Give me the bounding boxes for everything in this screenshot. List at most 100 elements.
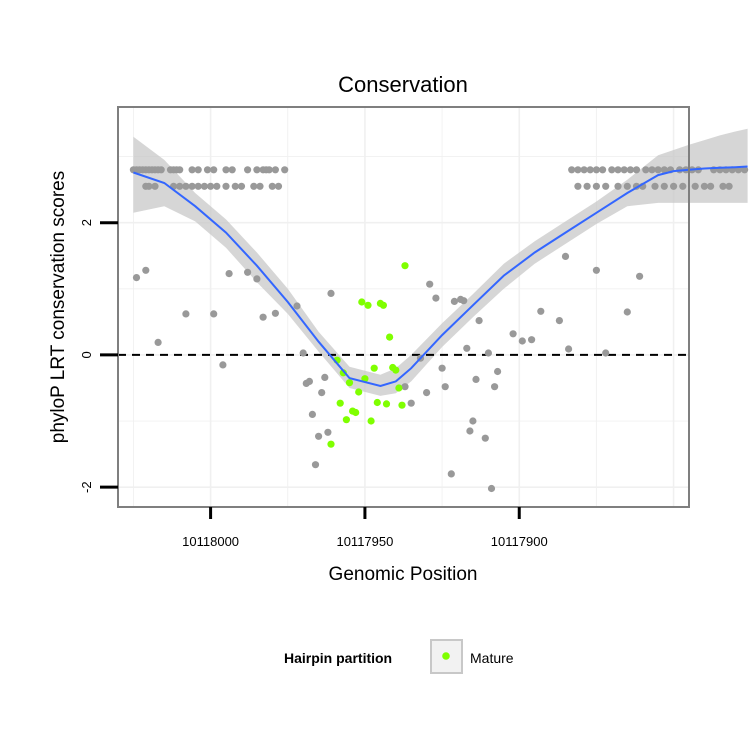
mature-point <box>386 333 394 341</box>
other-point <box>200 182 208 190</box>
other-point <box>222 166 230 174</box>
other-point <box>182 310 190 318</box>
other-point <box>311 461 320 469</box>
other-point <box>271 309 279 317</box>
other-point <box>305 377 313 385</box>
other-point <box>725 182 733 190</box>
legend-key-mature-icon <box>442 652 450 660</box>
other-point <box>423 389 431 397</box>
x-tick-label: 10117950 <box>336 534 393 549</box>
other-point <box>620 166 628 174</box>
other-point <box>265 166 273 174</box>
other-point <box>447 470 455 478</box>
other-point <box>623 182 631 190</box>
other-point <box>315 432 323 440</box>
other-point <box>670 182 678 190</box>
other-point <box>274 182 283 190</box>
confidence-band <box>133 128 748 396</box>
other-point <box>318 389 326 397</box>
other-point <box>484 349 492 357</box>
y-tick-label: 0 <box>79 351 94 358</box>
other-point <box>151 182 159 190</box>
other-point <box>327 289 335 297</box>
mature-point <box>379 301 387 309</box>
other-point <box>654 166 662 174</box>
other-point <box>271 166 279 174</box>
mature-point <box>395 384 403 392</box>
mature-point <box>339 369 347 377</box>
other-point <box>679 182 687 190</box>
chart-title: Conservation <box>338 72 468 97</box>
mature-point <box>361 375 369 383</box>
y-axis-title: phyloP LRT conservation scores <box>48 171 69 444</box>
other-point <box>466 427 474 435</box>
other-point <box>460 297 468 305</box>
legend: Hairpin partition Mature <box>284 639 514 674</box>
mature-point <box>367 417 375 425</box>
other-point <box>472 375 480 383</box>
other-point <box>256 182 264 190</box>
other-point <box>157 166 165 174</box>
other-point <box>293 302 301 310</box>
other-point <box>481 434 489 442</box>
other-point <box>494 367 502 376</box>
other-point <box>565 345 573 353</box>
mature-point <box>352 408 360 417</box>
other-point <box>253 166 261 174</box>
mature-point <box>342 416 350 424</box>
other-point <box>219 361 227 369</box>
mature-point <box>345 379 354 387</box>
other-point <box>741 166 749 174</box>
other-point <box>432 294 440 302</box>
other-point <box>401 383 409 391</box>
other-point <box>632 166 641 174</box>
other-point <box>299 349 307 357</box>
other-point <box>491 383 499 391</box>
other-point <box>463 344 471 352</box>
other-point <box>608 166 616 174</box>
x-axis-title: Genomic Position <box>329 564 478 585</box>
other-point <box>487 484 496 493</box>
other-point <box>210 166 218 174</box>
mature-point <box>398 401 406 409</box>
plot-panel-background <box>118 107 689 507</box>
other-point <box>188 166 196 174</box>
mature-point <box>364 301 372 309</box>
other-point <box>509 330 517 338</box>
other-point <box>268 182 276 190</box>
other-point <box>244 268 252 276</box>
other-point <box>450 297 458 305</box>
other-point <box>250 182 258 190</box>
other-point <box>574 166 582 174</box>
other-point <box>259 313 267 321</box>
other-point <box>568 166 576 174</box>
other-point <box>237 182 246 190</box>
other-point <box>203 166 212 174</box>
other-point <box>592 266 601 274</box>
other-point <box>321 373 329 381</box>
mature-point <box>392 366 400 374</box>
x-tick-label: 10117900 <box>491 534 548 549</box>
other-point <box>623 308 631 316</box>
other-point <box>142 266 150 274</box>
other-point <box>176 182 184 190</box>
other-point <box>528 336 536 344</box>
other-point <box>580 166 588 174</box>
other-point <box>324 428 332 436</box>
y-tick-label: -2 <box>79 481 94 493</box>
other-point <box>210 310 218 318</box>
x-tick-label: 10118000 <box>182 534 239 549</box>
other-point <box>426 280 434 288</box>
other-point <box>586 166 594 174</box>
mature-point <box>358 298 366 306</box>
mature-point <box>401 262 409 270</box>
other-point <box>225 270 233 278</box>
other-point <box>253 275 261 283</box>
legend-title: Hairpin partition <box>284 650 392 666</box>
other-point <box>707 182 715 190</box>
other-point <box>648 166 656 174</box>
legend-entry-mature: Mature <box>470 650 514 666</box>
mature-point <box>382 400 391 408</box>
other-point <box>194 182 202 190</box>
other-point <box>574 182 582 190</box>
